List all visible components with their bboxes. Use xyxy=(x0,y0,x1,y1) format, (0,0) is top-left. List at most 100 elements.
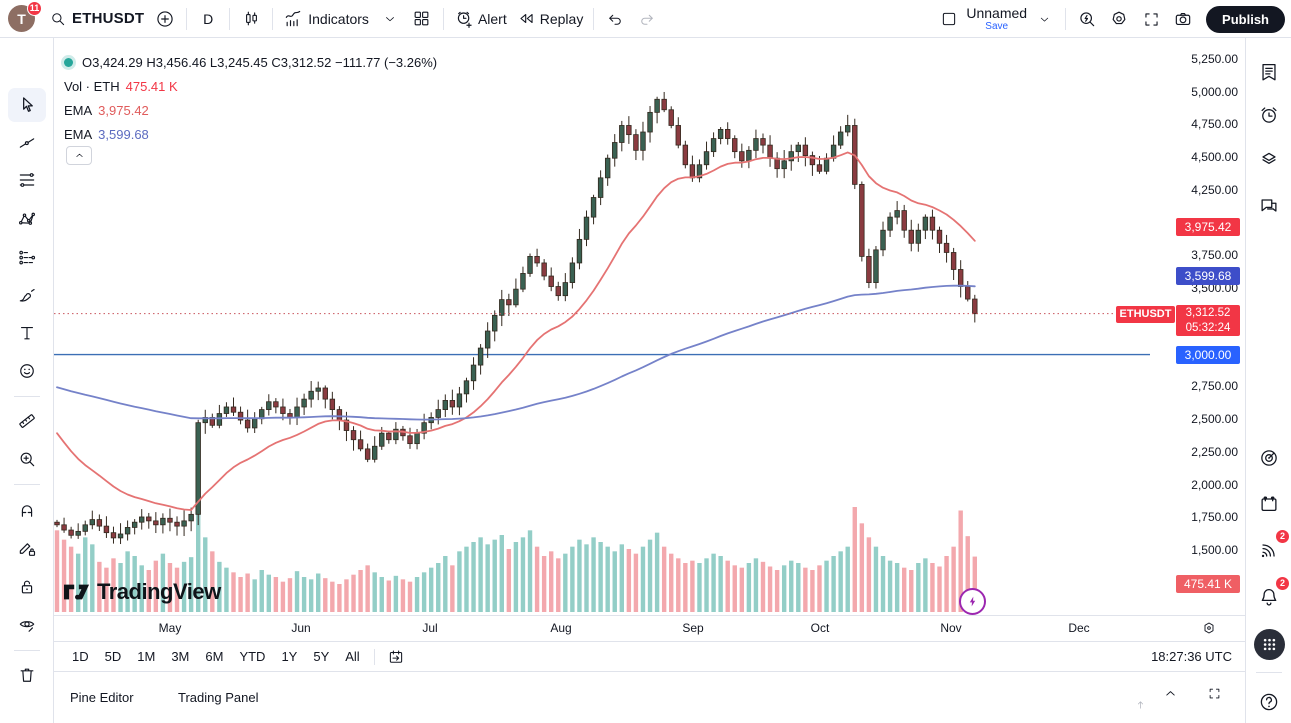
axis-settings-button[interactable] xyxy=(1201,620,1217,641)
screener-button[interactable] xyxy=(1253,442,1285,474)
symbol-search-button[interactable]: ETHUSDT xyxy=(45,4,148,34)
price-tick: 2,500.00 xyxy=(1191,412,1238,427)
multichart-layout-button[interactable] xyxy=(407,4,437,34)
time-axis[interactable]: May Jun Jul Aug Sep Oct Nov Dec xyxy=(54,615,1245,641)
ema2-price-badge: 3,599.68 xyxy=(1176,267,1240,286)
layout-name-control[interactable]: Unnamed Save xyxy=(966,6,1027,32)
calendar-button[interactable] xyxy=(1253,488,1285,520)
watchlist-button[interactable] xyxy=(1253,56,1285,88)
remove-drawings-button[interactable] xyxy=(8,658,46,692)
symbol-price-label: ETHUSDT xyxy=(1116,305,1175,323)
price-tick: 2,250.00 xyxy=(1191,444,1238,459)
divider xyxy=(1256,672,1282,673)
chat-button[interactable] xyxy=(1253,190,1285,222)
ema1-price-badge: 3,975.42 xyxy=(1176,217,1240,236)
emoji-tool-button[interactable] xyxy=(8,354,46,388)
apps-menu-button[interactable] xyxy=(1253,628,1285,660)
calendar-icon xyxy=(1261,496,1277,512)
zoom-in-tool-button[interactable] xyxy=(8,442,46,476)
time-tick: Sep xyxy=(682,621,704,635)
layout-square-icon xyxy=(943,12,956,26)
snapshot-button[interactable] xyxy=(1168,4,1198,34)
help-button[interactable] xyxy=(1253,686,1285,718)
ema2-row[interactable]: EMA 3,599.68 xyxy=(64,122,437,146)
range-button-3m[interactable]: 3M xyxy=(163,645,197,668)
maximize-icon xyxy=(1209,688,1219,698)
brush-icon xyxy=(19,289,35,302)
interval-label: D xyxy=(203,10,214,27)
redo-button[interactable] xyxy=(632,4,662,34)
compare-add-symbol-button[interactable] xyxy=(150,4,180,34)
undo-button[interactable] xyxy=(600,4,630,34)
range-button-1m[interactable]: 1M xyxy=(129,645,163,668)
range-button-5d[interactable]: 5D xyxy=(97,645,130,668)
hide-drawings-button[interactable] xyxy=(8,608,46,642)
chart-settings-button[interactable] xyxy=(1104,4,1134,34)
measure-tool-button[interactable] xyxy=(8,404,46,438)
replay-button[interactable]: Replay xyxy=(513,4,588,34)
publish-button[interactable]: Publish xyxy=(1206,5,1285,33)
signal-waves-icon xyxy=(1261,544,1275,558)
range-button-5y[interactable]: 5Y xyxy=(305,645,337,668)
range-button-1d[interactable]: 1D xyxy=(64,645,97,668)
fullscreen-button[interactable] xyxy=(1136,4,1166,34)
range-button-1y[interactable]: 1Y xyxy=(273,645,305,668)
tab-trading-panel[interactable]: Trading Panel xyxy=(178,672,258,723)
volume-row[interactable]: Vol · ETH 475.41 K xyxy=(64,74,437,98)
volume-value: 475.41 K xyxy=(125,78,178,94)
volume-axis-badge: 475.41 K xyxy=(1176,575,1240,593)
ema1-row[interactable]: EMA 3,975.42 xyxy=(64,98,437,122)
fib-tool-button[interactable] xyxy=(8,163,46,197)
apps-grid-icon xyxy=(1253,628,1285,660)
price-chart-canvas[interactable] xyxy=(54,38,1150,615)
alert-label: Alert xyxy=(477,10,507,27)
go-to-date-button[interactable] xyxy=(381,645,411,669)
pattern-tool-button[interactable] xyxy=(8,202,46,236)
layout-dropdown-button[interactable] xyxy=(1029,4,1059,34)
notifications-button[interactable]: 2 xyxy=(1253,576,1290,613)
text-tool-button[interactable] xyxy=(8,316,46,350)
panel-expand-up-button[interactable] xyxy=(1155,682,1185,704)
save-label: Save xyxy=(985,21,1009,32)
range-buttons: 1D 5D 1M 3M 6M YTD 1Y 5Y All xyxy=(64,645,368,668)
object-tree-button[interactable] xyxy=(1253,142,1285,174)
gear-icon xyxy=(1112,11,1126,25)
magnet-icon xyxy=(21,505,33,517)
ideas-feed-button[interactable]: 2 xyxy=(1253,529,1290,566)
market-event-button[interactable] xyxy=(959,588,986,615)
divider xyxy=(229,7,231,30)
range-button-6m[interactable]: 6M xyxy=(197,645,231,668)
drawing-mode-button[interactable] xyxy=(8,531,46,565)
brush-tool-button[interactable] xyxy=(8,278,46,312)
legend-collapse-button[interactable] xyxy=(66,146,92,165)
last-price: 3,312.52 xyxy=(1185,306,1231,319)
user-avatar[interactable]: T 11 xyxy=(8,1,42,32)
magnet-mode-button[interactable] xyxy=(8,493,46,527)
lock-drawings-button[interactable] xyxy=(8,570,46,604)
interval-button[interactable]: D xyxy=(193,4,223,34)
chevron-down-icon xyxy=(1040,17,1048,22)
panel-maximize-button[interactable] xyxy=(1199,682,1229,704)
indicator-templates-button[interactable] xyxy=(375,4,405,34)
range-button-all[interactable]: All xyxy=(337,645,367,668)
alert-button[interactable]: Alert xyxy=(450,4,511,34)
divider xyxy=(593,7,595,30)
ohlc-row: O3,424.29 H3,456.46 L3,245.45 C3,312.52 … xyxy=(64,50,437,74)
cursor-tool-button[interactable] xyxy=(8,88,46,122)
eye-icon xyxy=(19,621,35,632)
tab-pine-editor[interactable]: Pine Editor xyxy=(70,672,134,723)
chart-type-button[interactable] xyxy=(236,4,266,34)
top-toolbar: T 11 ETHUSDT D Indicators xyxy=(0,0,1291,38)
xabcd-pattern-icon xyxy=(18,212,36,225)
save-layout-button[interactable] xyxy=(934,4,964,34)
clock-utc[interactable]: 18:27:36 UTC xyxy=(1151,649,1232,664)
cursor-icon xyxy=(23,97,33,112)
alerts-panel-button[interactable] xyxy=(1253,99,1285,131)
trend-line-tool-button[interactable] xyxy=(8,126,46,160)
range-button-ytd[interactable]: YTD xyxy=(231,645,273,668)
forecast-tool-button[interactable] xyxy=(8,241,46,275)
quick-search-button[interactable] xyxy=(1072,4,1102,34)
indicators-button[interactable]: Indicators xyxy=(279,4,373,34)
bottom-panel: Pine Editor Trading Panel xyxy=(54,671,1245,723)
